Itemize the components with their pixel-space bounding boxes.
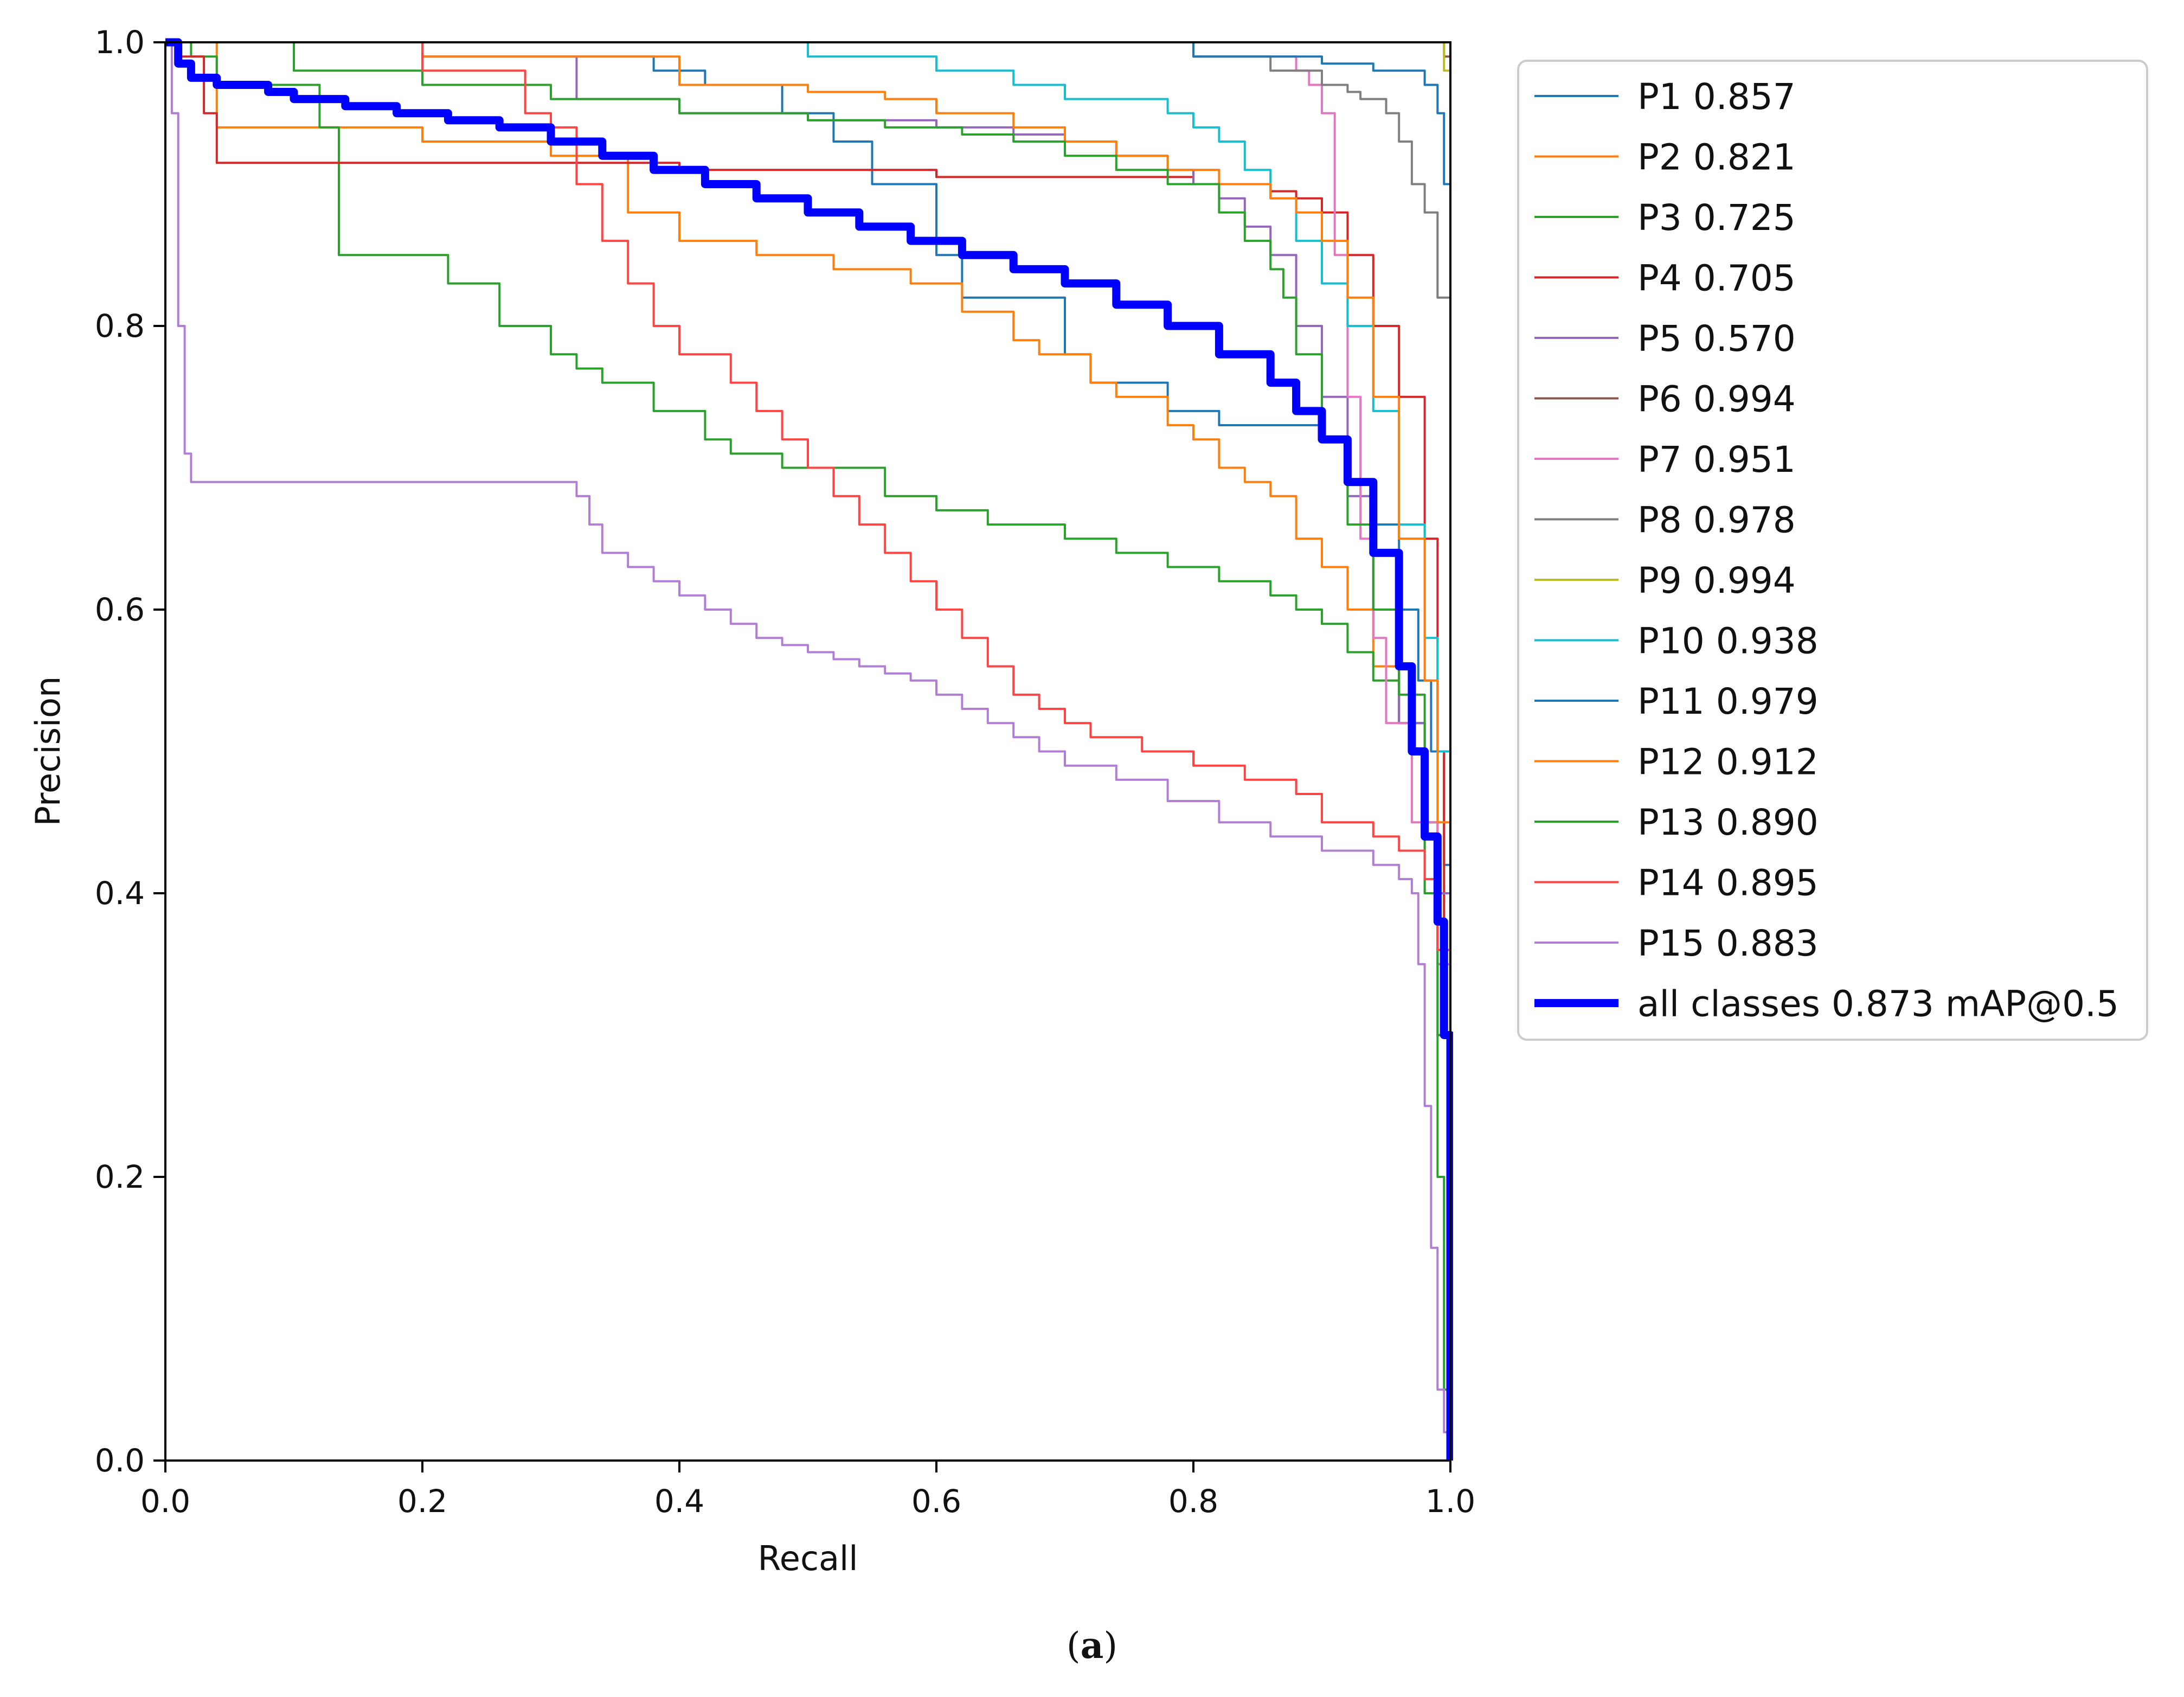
series-line-11 (165, 41, 1451, 1461)
x-tick-label: 0.8 (1168, 1483, 1218, 1520)
series-layer (165, 38, 1453, 1461)
series-line-14 (165, 41, 1451, 1461)
x-tick-label: 1.0 (1425, 1483, 1475, 1520)
legend-label-13: P13 0.890 (1637, 802, 1819, 843)
legend-label-9: P9 0.994 (1637, 560, 1796, 601)
plot-area (164, 38, 1453, 1462)
x-tick-label: 0.6 (911, 1483, 961, 1520)
legend-label-15: P15 0.883 (1637, 923, 1819, 964)
legend: P1 0.857 P2 0.821 P3 0.725 P4 0.705 P5 0.570… (1517, 60, 2148, 1041)
legend-label-4: P4 0.705 (1637, 258, 1796, 299)
legend-label-10: P10 0.938 (1637, 620, 1819, 662)
series-line-3 (165, 41, 1451, 1461)
x-tick-label: 0.4 (654, 1483, 704, 1520)
caption-letter: a (1080, 1624, 1104, 1667)
series-line-15 (165, 41, 1451, 1461)
y-tick-label: 1.0 (95, 24, 145, 61)
legend-label-7: P7 0.951 (1637, 439, 1796, 481)
legend-frame (1517, 60, 2148, 1041)
x-axis-ticks: 0.0 0.2 0.4 0.6 0.8 1.0 (140, 1461, 1475, 1520)
caption-close-paren: ) (1103, 1625, 1118, 1667)
series-line-16 (165, 38, 1453, 1461)
figure-caption: (a) (0, 1624, 2184, 1667)
legend-label-14: P14 0.895 (1637, 862, 1819, 904)
legend-label-11: P11 0.979 (1637, 681, 1819, 722)
x-tick-label: 0.0 (140, 1483, 190, 1520)
legend-label-1: P1 0.857 (1637, 76, 1796, 118)
caption-open-paren: ( (1066, 1625, 1081, 1667)
plot-frame (164, 41, 1451, 1462)
legend-label-16: all classes 0.873 mAP@0.5 (1637, 983, 2119, 1025)
y-axis-ticks: 0.0 0.2 0.4 0.6 0.8 1.0 (95, 24, 165, 1479)
x-axis-label: Recall (758, 1539, 858, 1578)
legend-label-8: P8 0.978 (1637, 500, 1796, 541)
series-line-13 (165, 41, 1451, 1461)
series-line-12 (165, 41, 1451, 1461)
y-tick-label: 0.2 (95, 1158, 145, 1195)
legend-label-3: P3 0.725 (1637, 197, 1796, 239)
series-line-10 (165, 41, 1451, 1461)
legend-label-12: P12 0.912 (1637, 741, 1819, 783)
y-tick-label: 0.8 (95, 308, 145, 344)
legend-label-2: P2 0.821 (1637, 137, 1796, 178)
x-tick-label: 0.2 (397, 1483, 447, 1520)
y-tick-label: 0.4 (95, 875, 145, 912)
y-tick-label: 0.6 (95, 591, 145, 628)
legend-items: P1 0.857 P2 0.821 P3 0.725 P4 0.705 P5 0.570… (1534, 76, 2119, 1025)
y-tick-label: 0.0 (95, 1442, 145, 1479)
y-axis-label: Precision (28, 676, 68, 827)
legend-label-6: P6 0.994 (1637, 379, 1796, 420)
legend-label-5: P5 0.570 (1637, 318, 1796, 360)
